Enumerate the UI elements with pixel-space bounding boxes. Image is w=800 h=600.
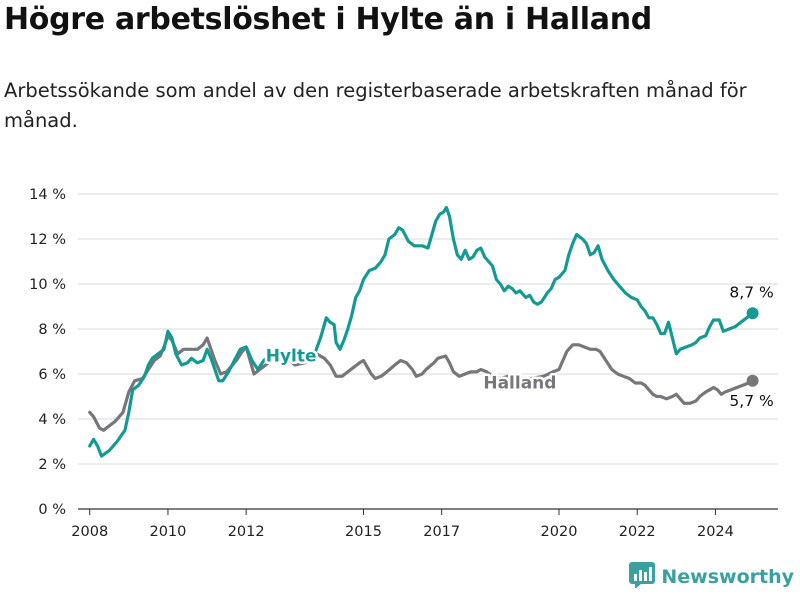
x-tick-label: 2012 [228,524,265,540]
x-tick-label: 2008 [71,524,108,540]
brand-name: Newsworthy [661,566,794,588]
y-tick-label: 8 % [38,322,66,338]
series-label-halland: Halland [483,374,556,394]
series-lines [88,205,759,458]
gridlines [78,193,778,465]
y-tick-label: 12 % [29,232,66,248]
y-tick-label: 4 % [38,412,66,428]
y-axis: 0 % 2 % 4 % 6 % 8 % 10 % 12 % 14 % [29,187,66,518]
end-point-halland [746,374,759,387]
end-label-hylte: 8,7 % [729,283,773,301]
series-label-hylte: Hylte [266,347,317,367]
series-line-halland [88,334,755,432]
brand-logo[interactable]: Newsworthy [629,562,794,592]
y-tick-label: 10 % [29,277,66,293]
y-tick-label: 0 % [38,502,66,518]
x-tick-label: 2020 [541,524,578,540]
y-tick-label: 6 % [38,367,66,383]
page-subtitle: Arbetssökande som andel av den registerb… [4,79,747,132]
x-tick-label: 2022 [619,524,656,540]
end-point-hylte [746,307,759,320]
series-labels: Hylte Halland 8,7 % 5,7 % [263,283,774,410]
y-tick-label: 14 % [29,187,66,203]
x-axis: 2008 2010 2012 2015 2017 2020 2022 2024 [71,508,778,540]
page-title: Högre arbetslöshet i Hylte än i Halland [4,2,652,37]
bar-chart-logo-icon [629,562,656,592]
x-tick-label: 2015 [345,524,382,540]
end-label-halland: 5,7 % [729,392,773,410]
x-tick-label: 2010 [149,524,186,540]
y-tick-label: 2 % [38,457,66,473]
series-line-hylte [88,205,755,458]
x-tick-label: 2024 [697,524,734,540]
x-tick-label: 2017 [423,524,460,540]
